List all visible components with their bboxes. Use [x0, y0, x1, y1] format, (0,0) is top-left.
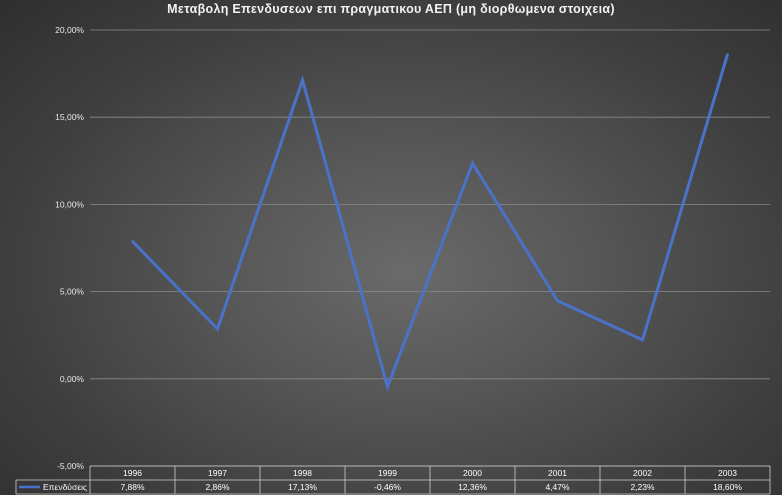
legend-label: Επενδύσεις [43, 482, 87, 492]
x-category-label: 1999 [378, 468, 397, 478]
x-category-label: 1996 [123, 468, 142, 478]
x-category-label: 2002 [633, 468, 652, 478]
data-point [471, 162, 474, 165]
y-tick-label: -5,00% [57, 461, 84, 471]
data-table-value: 4,47% [545, 482, 570, 492]
chart-title: Μεταβολη Επενδυσεων επι πραγματικου ΑΕΠ … [167, 2, 615, 16]
x-category-label: 2001 [548, 468, 567, 478]
data-table-value: 17,13% [288, 482, 317, 492]
y-tick-label: 20,00% [55, 25, 84, 35]
x-category-label: 2003 [718, 468, 737, 478]
data-table-value: 2,23% [630, 482, 655, 492]
data-point [641, 338, 644, 342]
data-table-value: 18,60% [713, 482, 742, 492]
data-table-value: 12,36% [458, 482, 487, 492]
data-point [216, 327, 219, 331]
x-category-label: 1997 [208, 468, 227, 478]
y-tick-label: 10,00% [55, 199, 84, 209]
x-category-label: 1998 [293, 468, 312, 478]
data-point [386, 385, 389, 389]
series-line [131, 53, 729, 392]
data-point [556, 299, 559, 303]
data-table-value: 2,86% [205, 482, 230, 492]
data-point [726, 53, 729, 56]
x-category-label: 2000 [463, 468, 482, 478]
data-point [301, 78, 304, 82]
y-tick-label: 5,00% [60, 287, 85, 297]
data-table-value: -0,46% [374, 482, 401, 492]
y-tick-label: 15,00% [55, 112, 84, 122]
y-tick-label: 0,00% [60, 374, 85, 384]
data-point [131, 240, 134, 243]
data-table-value: 7,88% [120, 482, 145, 492]
